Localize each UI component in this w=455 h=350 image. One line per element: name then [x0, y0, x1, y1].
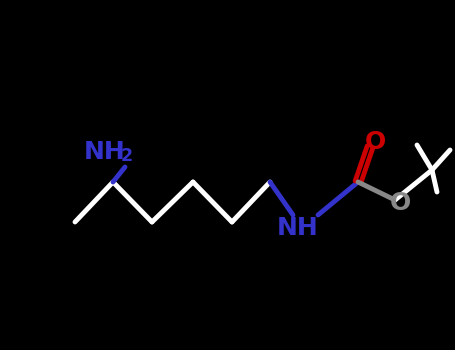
Text: O: O [364, 130, 386, 154]
Text: O: O [389, 191, 410, 215]
Text: 2: 2 [121, 147, 133, 165]
Text: NH: NH [84, 140, 126, 164]
Text: NH: NH [277, 216, 319, 240]
